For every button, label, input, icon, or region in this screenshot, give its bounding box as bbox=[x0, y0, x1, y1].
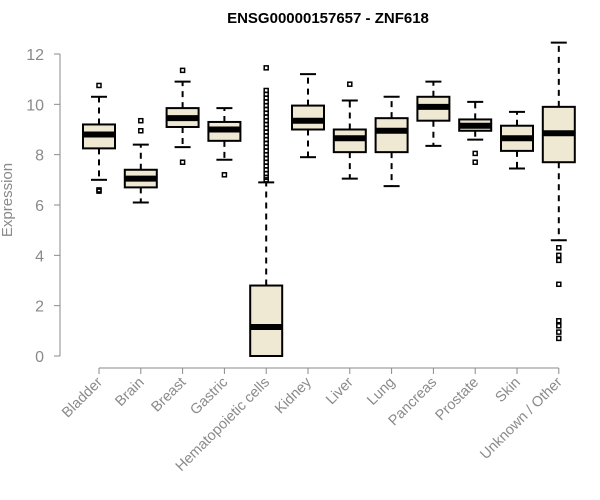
outlier-point bbox=[96, 188, 102, 194]
outlier-point bbox=[472, 159, 478, 165]
outlier-point bbox=[263, 177, 269, 183]
chart-title: ENSG00000157657 - ZNF618 bbox=[227, 10, 429, 27]
x-tick-label: Lung bbox=[364, 375, 398, 409]
y-tick-label: 6 bbox=[35, 198, 44, 215]
boxes bbox=[82, 41, 576, 357]
outlier-point bbox=[179, 67, 186, 74]
iqr-box bbox=[374, 117, 409, 154]
outlier-point bbox=[556, 318, 562, 324]
box-group bbox=[416, 80, 451, 147]
x-tick-label: Skin bbox=[493, 375, 524, 406]
outlier-point bbox=[179, 159, 186, 165]
y-tick-label: 2 bbox=[35, 299, 44, 316]
x-tick-label: Bladder bbox=[59, 374, 106, 421]
outlier-point bbox=[556, 252, 562, 259]
y-tick-label: 8 bbox=[35, 148, 44, 165]
x-tick-label: Breast bbox=[148, 375, 189, 416]
outlier-point bbox=[138, 117, 144, 124]
y-axis-label: Expression bbox=[0, 163, 16, 237]
box-group bbox=[207, 107, 242, 178]
y-tick-label: 10 bbox=[26, 97, 44, 114]
x-tick-label: Liver bbox=[323, 374, 357, 408]
x-tick-label: Brain bbox=[112, 375, 147, 410]
x-tick-label: Kidney bbox=[272, 374, 315, 417]
outlier-point bbox=[556, 245, 562, 251]
outlier-point bbox=[556, 323, 562, 329]
iqr-box bbox=[291, 104, 325, 131]
y-tick-label: 12 bbox=[26, 47, 44, 64]
box-group bbox=[374, 95, 409, 188]
y-tick-label: 4 bbox=[35, 248, 44, 265]
outlier-point bbox=[556, 281, 562, 288]
iqr-box bbox=[249, 284, 284, 357]
box-group bbox=[291, 73, 325, 159]
box-group bbox=[458, 100, 493, 165]
box-group bbox=[541, 41, 576, 342]
outlier-point bbox=[138, 128, 144, 134]
outlier-point bbox=[556, 257, 562, 264]
box-group bbox=[500, 110, 534, 170]
outlier-point bbox=[263, 65, 269, 71]
outlier-point bbox=[472, 150, 478, 157]
box-group bbox=[249, 65, 284, 357]
outlier-point bbox=[347, 81, 353, 87]
box-group bbox=[82, 82, 116, 194]
box-group bbox=[332, 81, 367, 180]
y-tick-label: 0 bbox=[35, 349, 44, 366]
outlier-point bbox=[221, 172, 228, 178]
outlier-point bbox=[556, 335, 562, 342]
x-tick-label: Prostate bbox=[433, 375, 482, 424]
box-group bbox=[123, 117, 158, 204]
outlier-point bbox=[556, 329, 562, 335]
outlier-point bbox=[96, 82, 102, 89]
box-group bbox=[165, 67, 200, 165]
